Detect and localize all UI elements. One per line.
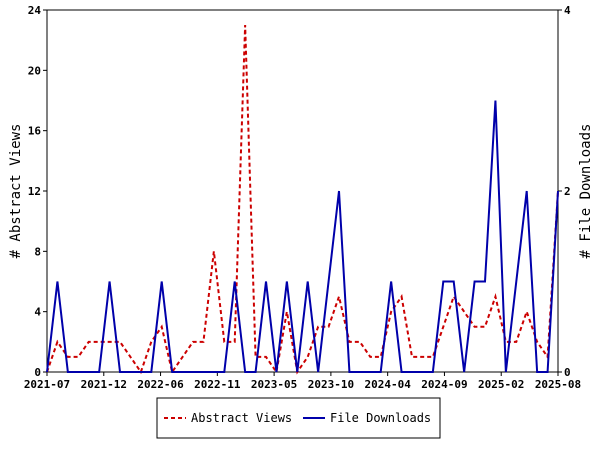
y-right-tick-label: 4 [564, 4, 571, 17]
x-tick-label: 2023-05 [251, 378, 297, 391]
x-tick-label: 2024-04 [364, 378, 411, 391]
series-layer [46, 25, 559, 375]
y-left-tick-label: 4 [34, 306, 41, 319]
x-tick-label: 2021-12 [81, 378, 127, 391]
legend-box [156, 397, 441, 439]
y-right-tick-label: 0 [564, 366, 571, 379]
x-ticks: 2021-07 2021-12 2022-06 2022-11 2023-05 2023-… [24, 372, 581, 391]
x-tick-label: 2022-06 [137, 378, 184, 391]
x-tick-label: 2021-07 [24, 378, 70, 391]
x-tick-label: 2023-10 [308, 378, 354, 391]
y-left-tick-label: 0 [34, 366, 41, 379]
x-tick-label: 2025-08 [535, 378, 581, 391]
legend-label-abstract-views: Abstract Views [191, 411, 292, 425]
y-axis-left-title: # Abstract Views [8, 124, 24, 259]
y-left-tick-label: 8 [34, 245, 41, 258]
y-left-tick-label: 12 [28, 185, 41, 198]
y-left-tick-label: 16 [28, 125, 42, 138]
y-left-tick-label: 24 [28, 4, 42, 17]
x-tick-label: 2022-11 [194, 378, 241, 391]
y-axis-right-title: # File Downloads [578, 124, 594, 259]
x-tick-label: 2025-02 [478, 378, 524, 391]
right-ticks: 0 2 4 [558, 4, 571, 379]
legend-label-file-downloads: File Downloads [330, 411, 431, 425]
y-right-tick-label: 2 [564, 185, 571, 198]
x-tick-label: 2024-09 [421, 378, 467, 391]
series-line-file-downloads [46, 100, 559, 373]
left-ticks: 0 4 8 12 16 20 24 [28, 4, 47, 379]
y-left-tick-label: 20 [28, 64, 41, 77]
plot-frame [46, 9, 559, 373]
legend: Abstract Views File Downloads [156, 397, 441, 439]
